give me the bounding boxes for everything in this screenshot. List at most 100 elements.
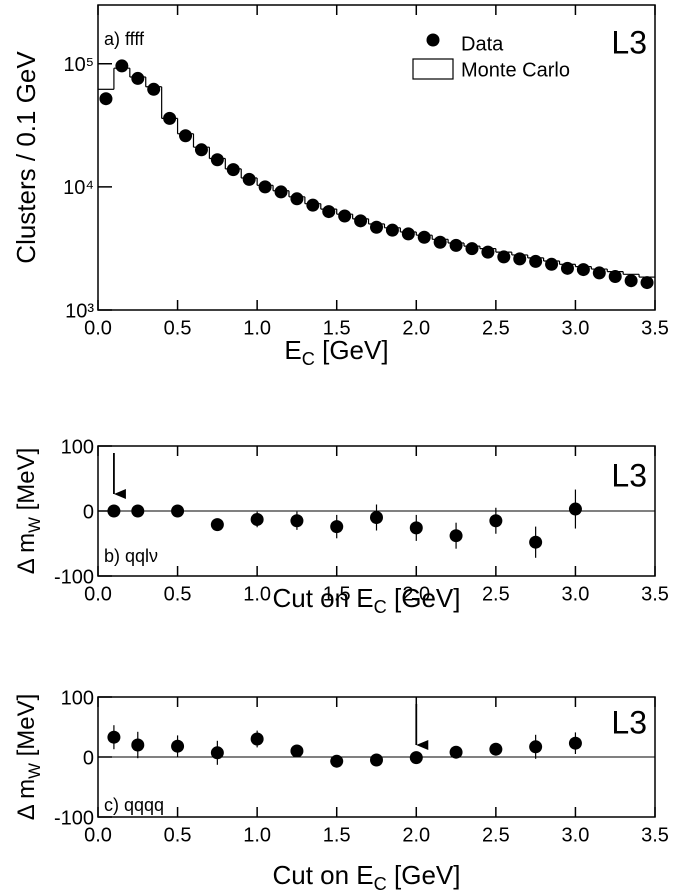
y-axis-label-part: [MeV]: [13, 694, 40, 763]
data-point: [409, 751, 423, 765]
experiment-logo: L3: [611, 704, 647, 740]
y-axis-label: Δ mW [MeV]: [13, 694, 44, 821]
data-point: [497, 250, 511, 264]
data-point: [568, 736, 582, 750]
x-tick-label: 1.0: [243, 824, 271, 846]
x-tick-label: 3.5: [641, 583, 669, 605]
data-point: [568, 502, 582, 516]
data-point: [449, 745, 463, 759]
legend-swatch: [412, 58, 454, 80]
y-tick-label: 0: [83, 747, 94, 769]
y-tick-label: 100: [61, 436, 94, 458]
y-tick-label: -100: [54, 807, 94, 829]
x-tick-label: 1.5: [323, 583, 351, 605]
data-point: [449, 238, 463, 252]
data-point: [107, 504, 121, 518]
data-point: [194, 143, 208, 157]
y-tick-label: 0: [83, 501, 94, 523]
data-point: [171, 739, 185, 753]
data-point: [330, 754, 344, 768]
x-tick-label: 1.5: [323, 317, 351, 339]
x-axis-label-part: C: [374, 597, 387, 617]
data-point: [171, 504, 185, 518]
data-point: [250, 732, 264, 746]
x-axis-label-part: Cut on E: [272, 860, 373, 890]
data-point: [592, 266, 606, 280]
data-point: [210, 153, 224, 167]
data-point: [131, 738, 145, 752]
x-axis-label-part: [GeV]: [387, 583, 461, 613]
data-point: [330, 520, 344, 534]
panel-annotation: a) ffff: [104, 29, 145, 49]
y-tick-label: 10⁴: [63, 177, 94, 199]
data-point: [449, 529, 463, 543]
data-point: [433, 235, 447, 249]
y-axis-label-part: Δ m: [13, 533, 40, 574]
data-point: [529, 535, 543, 549]
x-tick-label: 2.0: [402, 824, 430, 846]
x-tick-label: 3.0: [562, 317, 590, 339]
x-tick-label: 1.0: [243, 317, 271, 339]
data-point: [624, 274, 638, 288]
data-point: [409, 521, 423, 535]
data-point: [417, 230, 431, 244]
data-point: [370, 511, 383, 524]
data-point: [250, 512, 264, 526]
x-tick-label: 0.0: [84, 583, 112, 605]
data-point: [370, 753, 383, 767]
y-axis-label-part: Δ m: [13, 779, 40, 820]
panel-annotation: b) qqlν: [104, 546, 158, 566]
plot-frame: [97, 4, 656, 311]
data-point: [489, 742, 503, 756]
x-tick-label: 2.0: [402, 583, 430, 605]
data-point: [115, 59, 129, 73]
data-point: [465, 242, 479, 256]
x-tick-label: 1.5: [323, 824, 351, 846]
data-point: [290, 514, 304, 528]
experiment-logo: L3: [611, 24, 647, 60]
y-axis-label-part: W: [25, 517, 44, 533]
data-point: [131, 504, 145, 518]
data-point: [290, 744, 304, 758]
data-point: [226, 163, 240, 177]
data-point: [560, 261, 574, 275]
data-point: [131, 71, 145, 85]
data-point: [640, 276, 654, 290]
data-point: [338, 209, 352, 223]
x-tick-label: 2.5: [482, 317, 510, 339]
x-axis-label: Cut on EC [GeV]: [272, 860, 460, 890]
data-point: [576, 263, 590, 277]
y-axis-label-part: [MeV]: [13, 448, 40, 517]
data-point: [481, 245, 495, 259]
data-point: [210, 518, 224, 532]
data-point: [529, 254, 543, 268]
data-point: [401, 227, 415, 241]
x-tick-label: 0.5: [164, 317, 192, 339]
x-tick-label: 2.5: [482, 583, 510, 605]
y-axis-label: Clusters / 0.1 GeV: [11, 51, 41, 264]
data-point: [489, 514, 503, 528]
x-tick-label: 3.5: [641, 317, 669, 339]
x-tick-label: 3.0: [562, 583, 590, 605]
y-axis-label: Δ mW [MeV]: [13, 448, 44, 575]
legend-label: Monte Carlo: [461, 59, 570, 81]
data-point: [179, 129, 193, 143]
data-point: [370, 220, 383, 234]
data-point: [99, 92, 113, 106]
data-point: [107, 730, 121, 744]
y-tick-label: 10⁵: [63, 54, 94, 76]
y-tick-label: 100: [61, 687, 94, 709]
x-axis-label-part: Cut on E: [272, 583, 373, 613]
legend-label: Data: [461, 33, 504, 55]
data-point: [385, 223, 399, 237]
x-tick-label: 2.5: [482, 824, 510, 846]
x-axis-label: EC [GeV]: [284, 335, 388, 369]
x-axis-label-part: [GeV]: [315, 335, 389, 365]
x-axis-label-part: E: [284, 335, 301, 365]
x-axis-label: Cut on EC [GeV]: [272, 583, 460, 617]
data-point: [258, 180, 272, 194]
data-point: [513, 252, 527, 266]
legend-marker: [426, 33, 440, 47]
